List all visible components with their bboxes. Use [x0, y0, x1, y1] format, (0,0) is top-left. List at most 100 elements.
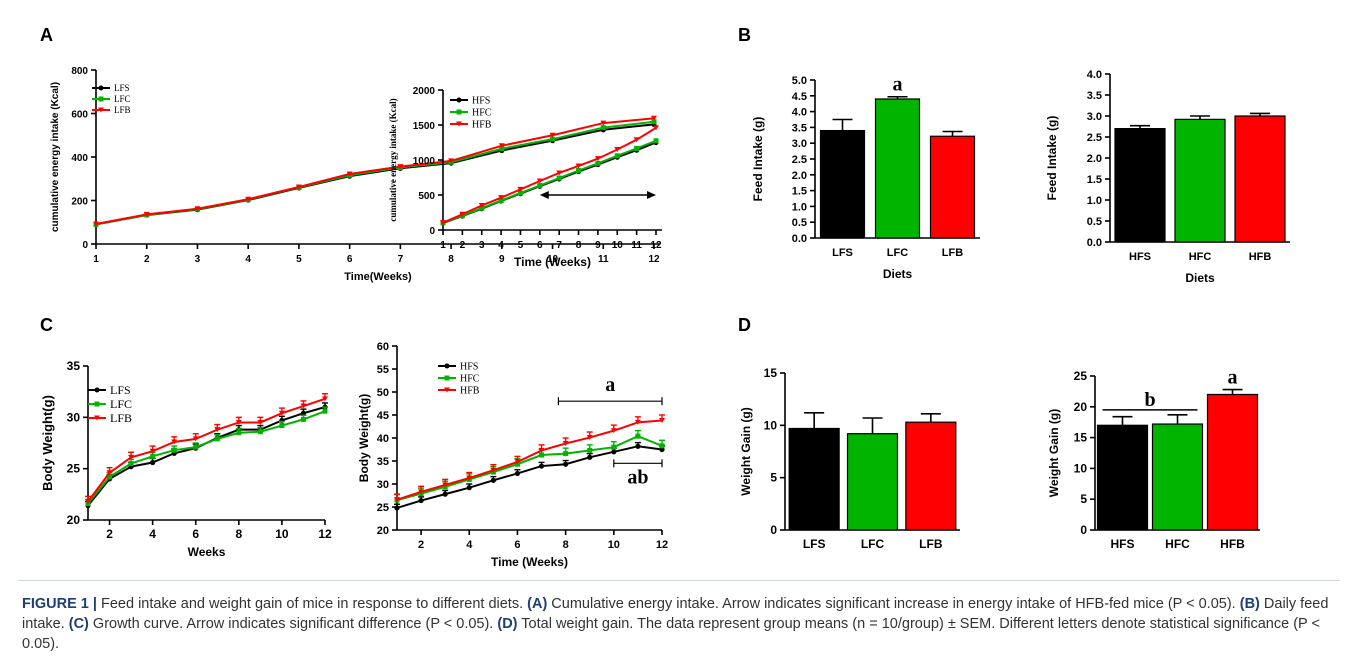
point-hfs	[563, 461, 569, 467]
legend-marker	[444, 375, 450, 381]
y-tick-label: 1.5	[1087, 174, 1102, 186]
bar-lfs	[819, 129, 866, 239]
arrow-head-right	[647, 191, 656, 199]
y-tick-label: 30	[377, 479, 389, 491]
point-hfc	[498, 197, 504, 203]
bar-hfc	[1174, 118, 1226, 243]
point-hfb	[614, 147, 621, 152]
x-axis-label: Time(Weeks)	[344, 271, 412, 283]
x-tick-label: 10	[608, 539, 620, 551]
caption-tag-d: (D)	[497, 616, 518, 632]
y-tick-label: 0	[770, 523, 777, 537]
x-tick-label: HFC	[1189, 251, 1212, 263]
point-lfb	[149, 448, 156, 454]
series-line-lfb	[95, 117, 655, 225]
point-lfb	[245, 196, 252, 202]
y-tick-label: 5.0	[792, 75, 807, 87]
y-tick-label: 0.5	[792, 217, 807, 229]
x-tick-label: 1	[93, 254, 99, 265]
legend-marker	[98, 96, 104, 102]
point-hfb	[610, 428, 617, 434]
x-tick-label: 3	[195, 254, 201, 265]
point-lfc	[150, 453, 156, 459]
panel-letter-b: B	[738, 25, 751, 45]
chart-cumulative-energy-hf: 0 500 1000 1500 2000 cumulative energy intake…	[388, 86, 662, 269]
y-axis-label: Weight Gain (g)	[1047, 409, 1061, 497]
bar-hfc	[1151, 423, 1204, 531]
x-tick-label: 5	[518, 240, 524, 251]
point-hfs	[490, 477, 496, 483]
point-hfs	[611, 449, 617, 455]
x-tick-label: LFS	[803, 537, 826, 551]
point-hfb	[556, 170, 563, 176]
point-lfb	[322, 396, 328, 402]
significance-letter: ab	[627, 466, 648, 488]
x-tick-label: 11	[631, 240, 642, 251]
y-tick-label: 15	[764, 366, 778, 380]
point-hfs	[466, 485, 472, 491]
x-tick-label: 6	[514, 539, 520, 551]
y-tick-label: 4.0	[792, 107, 807, 119]
point-hfb	[634, 419, 641, 425]
y-tick-label: 3.0	[1087, 111, 1102, 123]
y-tick-label: 35	[67, 359, 81, 373]
point-hfs	[538, 463, 545, 469]
x-tick-label: 2	[460, 240, 466, 251]
point-lfb	[257, 419, 264, 425]
bar-hfs	[1096, 424, 1149, 531]
bar-lfs	[788, 427, 840, 531]
series-line-hfc	[442, 139, 657, 224]
x-tick-label: 10	[547, 254, 559, 265]
legend-marker	[98, 85, 104, 91]
caption-tag-a: (A)	[527, 596, 548, 612]
y-tick-label: 5	[1080, 492, 1087, 506]
y-tick-label: 10	[1074, 461, 1088, 475]
x-tick-label: 3	[479, 240, 485, 251]
point-lfc	[128, 461, 134, 467]
y-tick-label: 25	[377, 502, 389, 514]
point-lfb	[235, 419, 242, 425]
point-lfc	[236, 430, 242, 436]
point-hfs	[394, 505, 400, 511]
bar-hfb	[1206, 393, 1259, 531]
y-tick-label: 15	[1074, 431, 1088, 445]
point-lfc	[322, 408, 328, 414]
point-lfc	[214, 436, 220, 442]
y-axis-label: cumulative energy intake (Kcal)	[50, 82, 61, 232]
point-lfb	[600, 120, 607, 126]
y-tick-label: 3.0	[792, 138, 807, 150]
x-tick-label: 8	[563, 539, 569, 551]
chart-feed-intake-lf: 0.0 0.5 1.0 1.5 2.0 2.5 3.0 3.5 4.0 4.5 5.0 Feed In…	[751, 74, 980, 281]
x-tick-label: 7	[398, 254, 404, 265]
point-lfb	[171, 439, 178, 445]
x-tick-label: 8	[235, 527, 242, 541]
point-hfc	[611, 444, 617, 450]
y-tick-label: 20	[377, 525, 389, 537]
y-axis-label: cumulative energy intake (Kcal)	[388, 98, 398, 221]
legend-label-lfs: LFS	[110, 383, 131, 397]
point-hfb	[490, 467, 497, 473]
x-axis-label: Diets	[1185, 271, 1215, 285]
x-tick-label: 4	[466, 539, 473, 551]
bar-hfb	[1234, 115, 1286, 243]
point-hfs	[514, 470, 521, 477]
x-tick-label: 8	[576, 240, 582, 251]
y-tick-label: 20	[67, 513, 81, 527]
point-hfc	[539, 452, 545, 458]
point-lfb	[448, 158, 455, 164]
caption-text-1: Feed intake and weight gain of mice in r…	[96, 596, 528, 612]
y-tick-label: 0	[1080, 523, 1087, 537]
y-tick-label: 0.0	[1087, 237, 1102, 249]
point-lfc	[171, 447, 177, 453]
point-lfs	[150, 459, 156, 466]
caption-text-4: Growth curve. Arrow indicates significan…	[88, 616, 498, 632]
caption-divider	[18, 580, 1340, 581]
point-hfb	[536, 178, 543, 184]
point-hfc	[595, 160, 601, 166]
point-hfb	[478, 203, 485, 208]
point-hfb	[517, 186, 524, 192]
series-line-hfs	[396, 445, 663, 509]
point-lfb	[651, 115, 657, 121]
significance-letter: a	[893, 74, 903, 96]
point-hfb	[575, 163, 582, 169]
